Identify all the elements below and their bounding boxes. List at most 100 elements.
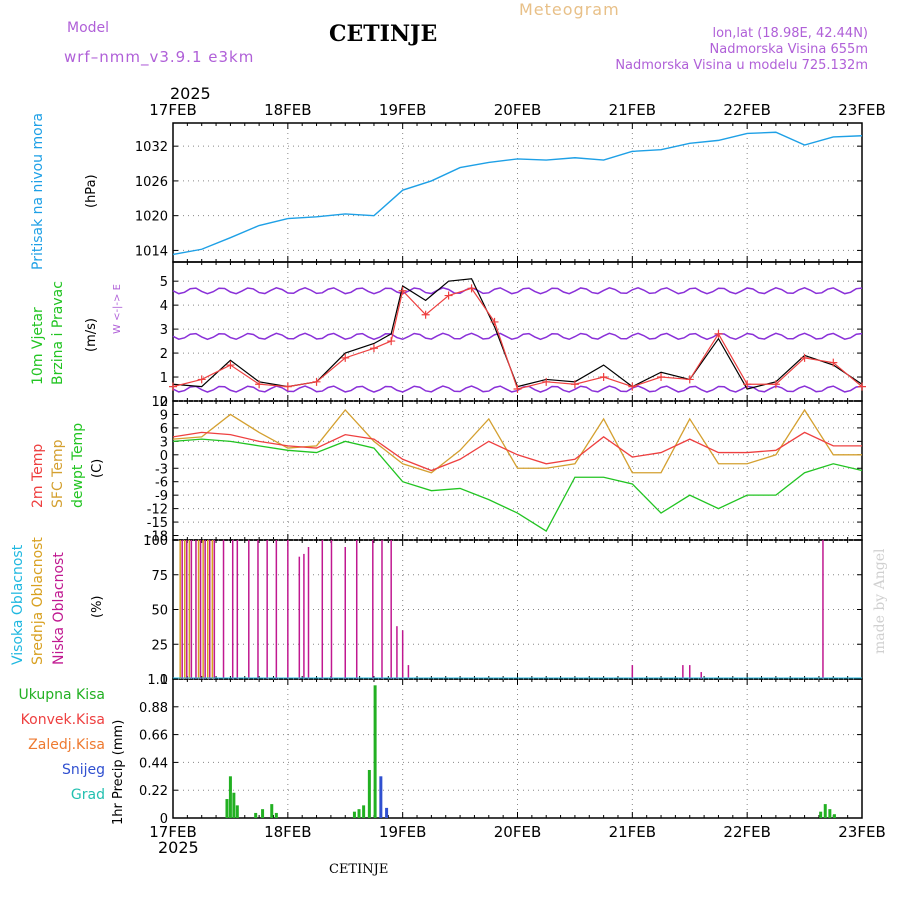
y-tick-label: 0 (160, 673, 168, 688)
wind-speed-marker (312, 377, 321, 386)
precip-bar (823, 804, 827, 818)
y-tick-label: 1 (160, 371, 168, 386)
sfc-temp-line (172, 408, 862, 474)
y-tick-label: 1.1 (147, 673, 168, 688)
y-tick-label: -12 (147, 503, 168, 518)
wind-direction-row (172, 286, 863, 295)
wind-speed-marker (467, 284, 476, 293)
wind-speed-marker (341, 353, 350, 362)
precip-unit: 1hr Precip (mm) (111, 719, 126, 825)
precip-bar (362, 805, 366, 818)
temp2m-label: 2m Temp (30, 443, 46, 508)
wind-speed-marker (599, 373, 608, 382)
date-label-top: 22FEB (723, 101, 770, 119)
precip-legend-snow: Snijeg (61, 762, 105, 778)
precip-legend-convective: Konvek.Kisa (20, 712, 105, 728)
wind-speed-marker (197, 375, 206, 384)
precip-bar (373, 685, 377, 818)
date-label-bottom: 23FEB (838, 823, 885, 841)
wind-speed-marker (657, 373, 666, 382)
y-tick-label: 1014 (135, 244, 168, 259)
wind-speed-marker (743, 380, 752, 389)
wind-speed-marker (169, 382, 177, 391)
wind-speed-marker (685, 375, 694, 384)
model-label: Model (67, 20, 110, 36)
precip-bar (832, 814, 836, 818)
cloud-unit: (%) (90, 595, 105, 619)
date-label-bottom: 19FEB (379, 823, 426, 841)
precip-bar (225, 799, 229, 818)
precip-bar (367, 769, 371, 818)
wind-speed-marker (829, 358, 838, 367)
wind-speed-marker (421, 310, 430, 319)
y-tick-label: -6 (155, 476, 168, 491)
precip-bar (254, 812, 258, 818)
mid-cloud-label: Srednja Oblacnost (30, 537, 46, 665)
temp-unit: (C) (90, 458, 105, 478)
snow-bar (379, 776, 383, 818)
high-cloud-label: Visoka Oblacnost (10, 544, 26, 665)
y-tick-label: 0.22 (139, 784, 168, 799)
wind-speed-marker (398, 286, 407, 295)
wind-speed-marker (714, 329, 723, 338)
precip-legend-freezing: Zaledj.Kisa (28, 737, 105, 753)
y-tick-label: 3 (160, 323, 168, 338)
pressure-title: Pritisak na nivou mora (30, 112, 46, 270)
y-tick-label: -3 (155, 462, 168, 477)
y-tick-label: 6 (160, 422, 168, 437)
wind-speed-marker (628, 382, 637, 391)
chart-kind-title: Meteogram (519, 0, 620, 19)
y-tick-label: 1032 (135, 140, 168, 155)
wind-speed-marker (800, 353, 809, 362)
dewtemp-label: dewpt Temp (70, 422, 86, 508)
y-tick-label: 0.66 (139, 729, 168, 744)
y-tick-label: 5 (160, 275, 168, 290)
precip-bar (352, 811, 356, 818)
wind-speed-marker (255, 380, 264, 389)
wind-speed-marker (444, 291, 453, 300)
lonlat-text: lon,lat (18.98E, 42.44N) (712, 26, 868, 41)
y-tick-label: 9 (160, 408, 168, 423)
station-title: CETINJE (329, 21, 438, 47)
date-label-top: 17FEB (149, 101, 196, 119)
model-name: wrf–nmm_v3.9.1 e3km (64, 48, 255, 66)
y-tick-label: -9 (155, 489, 168, 504)
wind-speed-marker (771, 380, 780, 389)
year-bottom: 2025 (158, 838, 199, 857)
y-tick-label: 1026 (135, 175, 168, 190)
wind-speed-marker (387, 337, 396, 346)
wind-speed-marker (542, 377, 551, 386)
y-tick-label: 50 (151, 604, 168, 619)
date-label-bottom: 18FEB (264, 823, 311, 841)
date-label-top: 19FEB (379, 101, 426, 119)
date-label-bottom: 21FEB (609, 823, 656, 841)
y-tick-label: 12 (151, 395, 168, 410)
y-tick-label: 4 (160, 299, 168, 314)
precip-bar (261, 809, 265, 818)
credit-text: made by Angel (872, 548, 888, 655)
precip-bar (274, 812, 278, 818)
date-label-top: 18FEB (264, 101, 311, 119)
precip-bar (819, 811, 823, 818)
temp2m-line (172, 431, 862, 472)
date-label-bottom: 22FEB (723, 823, 770, 841)
sfctemp-label: SFC Temp (50, 439, 66, 508)
pressure-unit: (hPa) (84, 174, 99, 208)
wind-unit: (m/s) (84, 318, 99, 352)
altitude-text: Nadmorska Visina 655m (709, 42, 869, 57)
y-tick-label: 75 (151, 569, 168, 584)
precip-bar (232, 792, 236, 818)
year-top: 2025 (170, 84, 211, 103)
y-tick-label: 0 (160, 395, 168, 410)
y-tick-label: 0.88 (139, 701, 168, 716)
y-tick-label: 0.44 (139, 756, 168, 771)
precip-bar (228, 776, 232, 818)
low-cloud-label: Niska Oblacnost (51, 552, 67, 665)
date-label-bottom: 17FEB (149, 823, 196, 841)
wind-speed-marker (858, 382, 866, 391)
footer-station: CETINJE (329, 862, 389, 877)
y-tick-label: 2 (160, 347, 168, 362)
precip-bar (235, 805, 239, 818)
y-tick-label: 0 (160, 812, 168, 827)
y-tick-label: 0 (160, 449, 168, 464)
